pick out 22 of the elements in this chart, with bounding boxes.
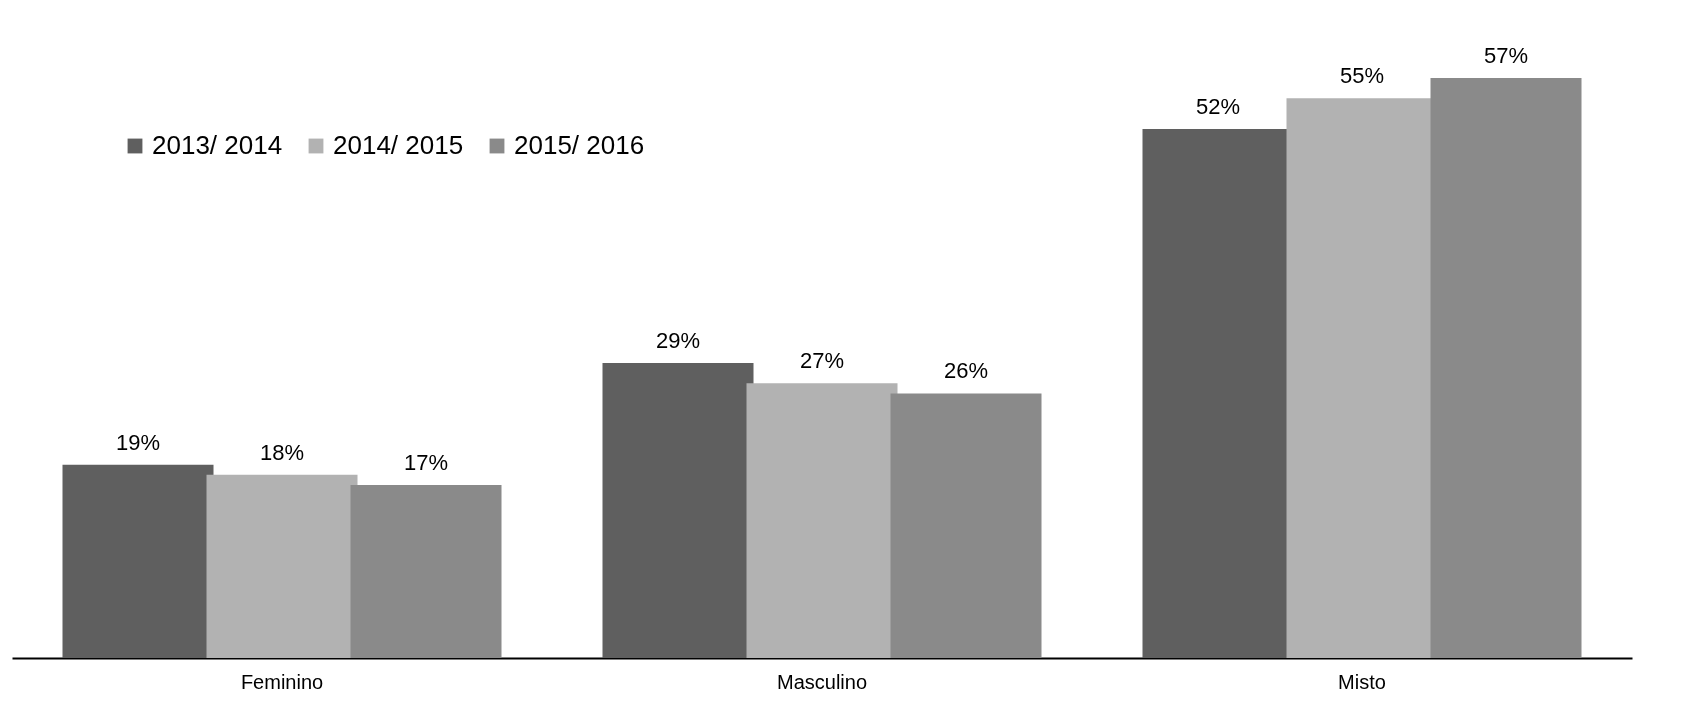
x-tick-label: Masculino xyxy=(776,670,868,693)
x-tick-label: Misto xyxy=(1338,670,1386,693)
legend-label: 2014/ 2015 xyxy=(333,130,464,160)
legend-label: 2013/ 2014 xyxy=(152,130,283,160)
data-label: 27% xyxy=(799,348,845,374)
bar xyxy=(890,393,1042,658)
data-label: 29% xyxy=(655,327,701,353)
bar xyxy=(206,474,358,658)
bar xyxy=(602,362,754,658)
bar xyxy=(62,464,214,658)
bar xyxy=(350,485,502,658)
data-label: 52% xyxy=(1195,93,1241,119)
x-tick-label: Feminino xyxy=(240,670,324,693)
data-label: 17% xyxy=(403,450,449,476)
data-label: 57% xyxy=(1483,43,1529,68)
bar xyxy=(746,383,898,658)
data-label: 26% xyxy=(943,358,989,384)
data-label: 18% xyxy=(259,439,305,465)
data-label: 55% xyxy=(1339,63,1385,89)
legend-label: 2015/ 2016 xyxy=(514,130,645,160)
data-label: 19% xyxy=(115,429,161,455)
bar xyxy=(1430,78,1582,658)
